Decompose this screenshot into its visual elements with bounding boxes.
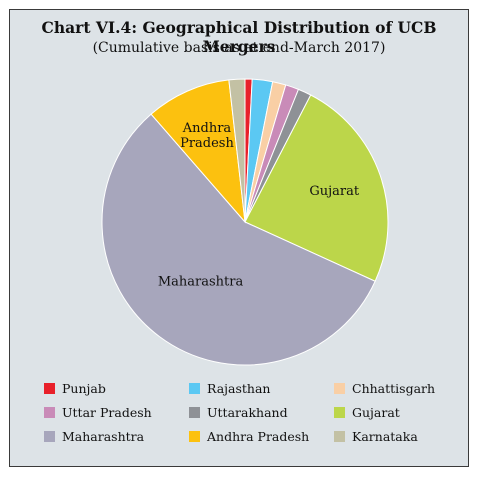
chart-subtitle: (Cumulative basis as at end-March 2017) [92,40,386,56]
legend-swatch [189,406,200,418]
legend-label: Uttar Pradesh [62,404,152,420]
pie-slice-maharashtra [101,113,376,366]
slice-label-maharashtra: Maharashtra [158,275,244,290]
pie-slice-gujarat [244,94,389,282]
legend-label: Maharashtra [62,428,145,444]
legend-item-gujarat: Gujarat [334,402,464,422]
legend-item-uttarakhand: Uttarakhand [189,402,334,422]
legend-item-maharashtra: Maharashtra [44,426,189,446]
legend-item-andhra-pradesh: Andhra Pradesh [189,426,334,446]
pie-slice-andhra-pradesh [150,79,246,224]
legend-swatch [334,430,345,442]
legend-item-rajasthan: Rajasthan [189,378,334,398]
legend-label: Punjab [62,380,106,396]
slice-label-andhra-pradesh: Andhra Pradesh [180,121,234,151]
legend-label: Andhra Pradesh [207,428,310,444]
legend-swatch [44,430,55,442]
chart-title: Chart VI.4: Geographical Distribution of… [41,18,437,56]
slice-label-gujarat: Gujarat [309,184,360,199]
legend-swatch [189,430,200,442]
legend-item-uttar-pradesh: Uttar Pradesh [44,402,189,422]
legend-swatch [189,382,200,394]
legend-item-karnataka: Karnataka [334,426,464,446]
legend-swatch [334,382,345,394]
legend-label: Karnataka [352,428,418,444]
legend-swatch [44,406,55,418]
legend-item-chhattisgarh: Chhattisgarh [334,378,464,398]
legend-label: Uttarakhand [207,404,288,420]
chart-frame: Chart VI.4: Geographical Distribution of… [9,9,469,467]
legend-label: Chhattisgarh [352,380,436,396]
legend-label: Gujarat [352,404,400,420]
legend-swatch [334,406,345,418]
legend-swatch [44,382,55,394]
pie-slice-karnataka [228,78,246,223]
chart-legend: Punjab Rajasthan Chhattisgarh Uttar Pradesh… [44,378,464,446]
pie-chart: Gujarat Maharashtra Andhra Pradesh [101,78,389,366]
legend-item-punjab: Punjab [44,378,189,398]
legend-label: Rajasthan [207,380,271,396]
